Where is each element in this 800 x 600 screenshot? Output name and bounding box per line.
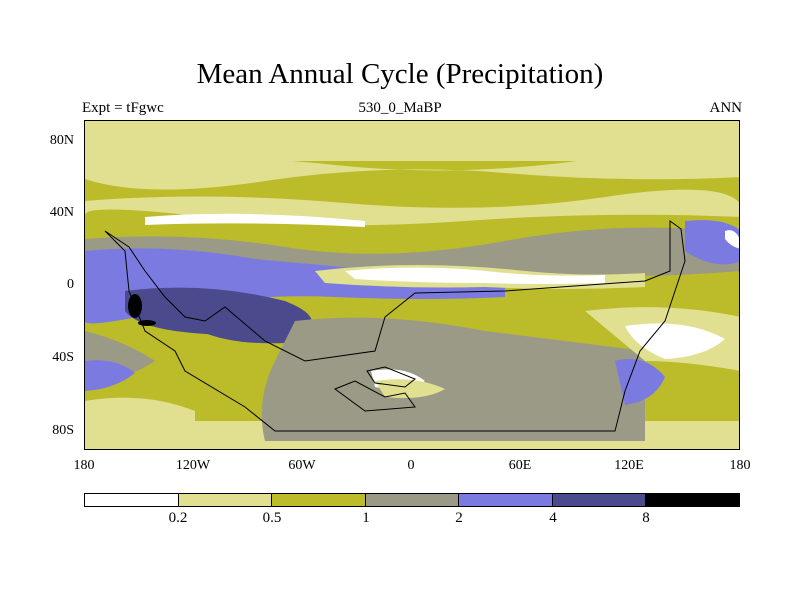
experiment-label: Expt = tFgwc: [82, 100, 164, 116]
lat-label-40s: 40S: [52, 350, 74, 365]
lon-label-120e: 120E: [614, 458, 644, 473]
lat-label-0: 0: [67, 277, 74, 292]
lon-label-60e: 60E: [508, 458, 532, 473]
colorbar-swatch: [85, 494, 179, 506]
lon-label-120w: 120W: [175, 458, 211, 473]
colorbar-swatch: [646, 494, 740, 506]
colorbar-swatch: [178, 494, 273, 506]
colorbar-swatch: [365, 494, 460, 506]
lat-label-80n: 80N: [49, 133, 74, 148]
colorbar-label: 1: [362, 510, 370, 526]
map-title: Mean Annual Cycle (Precipitation): [196, 58, 604, 90]
colorbar-label: 4: [549, 510, 557, 526]
period-label: 530_0_MaBP: [358, 100, 442, 116]
colorbar-label: 8: [642, 510, 650, 526]
lon-label-180e: 180: [729, 458, 751, 473]
colorbar-label: 0.2: [168, 510, 188, 526]
colorbar-swatch: [459, 494, 553, 506]
lat-label-40n: 40N: [49, 205, 74, 220]
precipitation-map: [84, 120, 740, 450]
lat-label-80s: 80S: [52, 423, 74, 438]
lon-label-180w: 180: [73, 458, 95, 473]
precipitation-field: [85, 121, 739, 449]
colorbar: [84, 493, 740, 507]
colorbar-label: 0.5: [262, 510, 282, 526]
colorbar-swatch: [552, 494, 647, 506]
colorbar-swatch: [272, 494, 366, 506]
season-label: ANN: [709, 100, 743, 116]
lon-label-0: 0: [407, 458, 415, 473]
lon-label-60w: 60W: [288, 458, 316, 473]
colorbar-label: 2: [455, 510, 463, 526]
